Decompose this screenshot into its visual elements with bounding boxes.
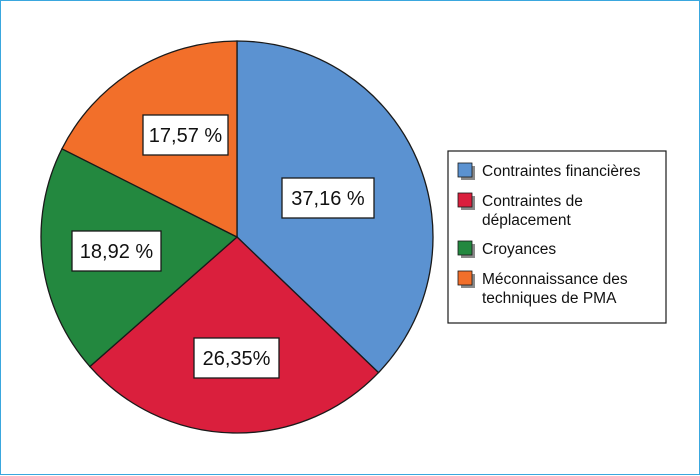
data-label-text: 37,16 % [291, 188, 365, 210]
data-label-text: 18,92 % [80, 241, 154, 263]
legend: Contraintes financières Contraintes de dép… [447, 150, 667, 324]
data-label-text: 26,35% [203, 348, 271, 370]
data-label-box [281, 177, 375, 219]
pie-data-labels: 37,16 % 26,35% 18,92 % 17,57 % [71, 114, 375, 379]
data-label-box [193, 337, 280, 379]
legend-swatch [457, 270, 473, 286]
legend-label: Croyances [482, 241, 556, 258]
legend-label: Contraintes de [482, 193, 583, 210]
legend-item-1: Contraintes financières [457, 162, 641, 180]
legend-label: techniques de PMA [482, 290, 617, 307]
legend-swatch [457, 192, 473, 208]
legend-label: déplacement [482, 212, 571, 229]
legend-swatch [457, 240, 473, 256]
legend-frame [447, 150, 667, 324]
legend-item-4: Méconnaissance des techniques de PMA [457, 270, 628, 307]
data-label-1: 37,16 % [281, 177, 375, 219]
legend-item-3: Croyances [457, 240, 556, 258]
legend-label: Méconnaissance des [482, 271, 628, 288]
pie-slice-2 [88, 236, 380, 434]
legend-item-2: Contraintes de déplacement [457, 192, 583, 229]
legend-swatch [457, 162, 473, 178]
data-label-box [142, 114, 229, 156]
data-label-3: 18,92 % [71, 230, 162, 272]
data-label-2: 26,35% [193, 337, 280, 379]
data-label-4: 17,57 % [142, 114, 229, 156]
legend-label: Contraintes financières [482, 163, 641, 180]
data-label-box [71, 230, 162, 272]
data-label-text: 17,57 % [149, 125, 223, 147]
